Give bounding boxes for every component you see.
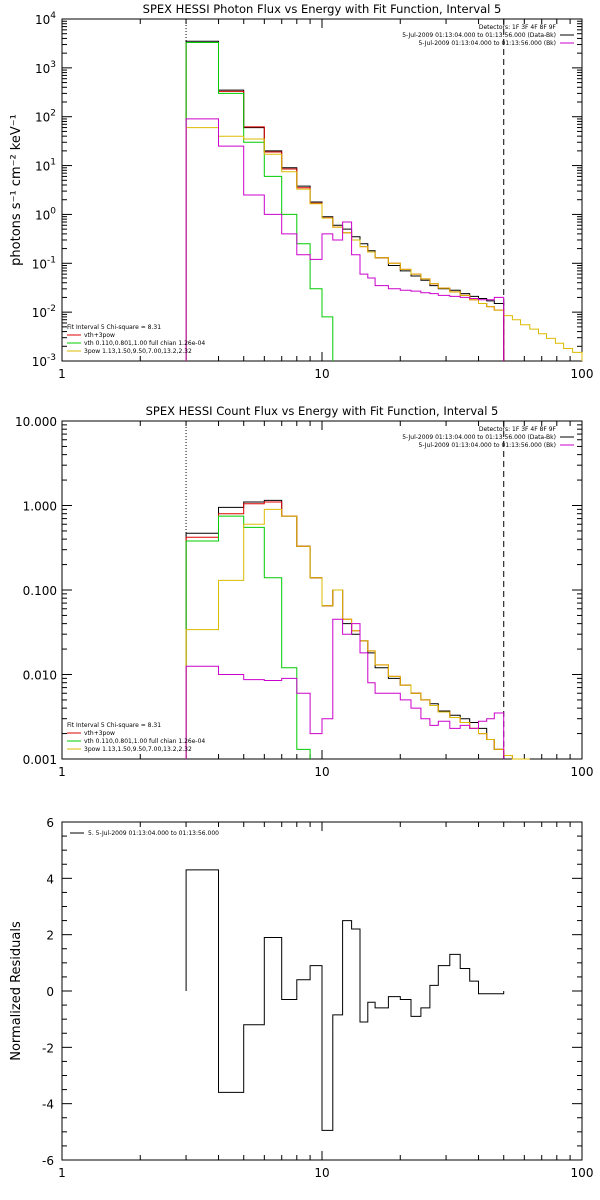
legend-entry: Detectors: 1F 3F 4F 8F 9F bbox=[479, 24, 557, 31]
y-axis-label: photons s⁻¹ cm⁻² keV⁻¹ bbox=[9, 114, 24, 266]
series-3pow bbox=[185, 127, 583, 361]
legend-entry: Fit Interval 5 Chi-square = 8.31 bbox=[67, 722, 161, 729]
y-tick-label: 0.010 bbox=[23, 669, 57, 683]
legend-entry: 3pow 1.13,1.50,9.50,7.00,13.2,2.32 bbox=[84, 746, 192, 753]
plot-panel-1 bbox=[61, 18, 583, 362]
series-vth bbox=[185, 42, 334, 361]
series-bk bbox=[185, 118, 505, 361]
chart-title: SPEX HESSI Photon Flux vs Energy with Fi… bbox=[143, 2, 502, 16]
y-tick-label: 6 bbox=[46, 816, 54, 830]
legend-entry: 5-Jul-2009 01:13:04.000 to 01:13:56.000 … bbox=[418, 40, 556, 47]
legend-entry: vth+3pow bbox=[84, 730, 115, 737]
y-tick-label: 104 bbox=[35, 11, 56, 27]
x-tick-label: 1 bbox=[58, 367, 66, 381]
series-data-bk bbox=[185, 40, 513, 362]
series-5-5-jul-2009-01-13-04-000-to-01-13-56-000 bbox=[185, 869, 505, 1131]
x-tick-label: 10 bbox=[314, 1166, 329, 1180]
x-tick-label: 100 bbox=[571, 765, 594, 779]
legend-entry: 5-Jul-2009 01:13:04.000 to 01:13:56.000 … bbox=[402, 32, 556, 39]
y-tick-label: 10-3 bbox=[32, 353, 56, 369]
y-tick-label: 0 bbox=[46, 985, 54, 999]
x-tick-label: 100 bbox=[571, 1166, 594, 1180]
x-tick-label: 100 bbox=[571, 367, 594, 381]
legend-entry: 5. 5-Jul-2009 01:13:04.000 to 01:13:56.0… bbox=[88, 830, 219, 837]
y-tick-label: 101 bbox=[35, 158, 56, 174]
y-tick-label: 10-2 bbox=[32, 304, 56, 320]
x-tick-label: 10 bbox=[314, 765, 329, 779]
y-tick-label: 0.001 bbox=[23, 753, 57, 767]
legend-entry: Fit Interval 5 Chi-square = 8.31 bbox=[67, 324, 161, 331]
y-tick-label: 4 bbox=[46, 872, 54, 886]
plot-panel-2 bbox=[61, 420, 583, 760]
y-tick-label: 102 bbox=[35, 109, 56, 125]
legend-entry: vth 0.110,0.801,1.00 full chian 1.26e-04 bbox=[84, 738, 205, 745]
x-tick-label: 1 bbox=[58, 765, 66, 779]
x-tick-label: 1 bbox=[58, 1166, 66, 1180]
legend-entry: 5-Jul-2009 01:13:04.000 to 01:13:56.000 … bbox=[402, 434, 556, 441]
y-tick-label: -4 bbox=[42, 1098, 54, 1112]
plot-panel-3 bbox=[61, 821, 583, 1161]
series-3pow bbox=[185, 508, 530, 760]
legend-entry: 5-Jul-2009 01:13:04.000 to 01:13:56.000 … bbox=[418, 442, 556, 449]
y-tick-label: -6 bbox=[42, 1154, 54, 1168]
y-axis-label: Normalized Residuals bbox=[9, 921, 24, 1061]
y-tick-label: 10.000 bbox=[15, 415, 57, 429]
chart-title: SPEX HESSI Count Flux vs Energy with Fit… bbox=[146, 404, 499, 418]
x-tick-label: 10 bbox=[314, 367, 329, 381]
series-bk bbox=[185, 618, 505, 759]
series-vth-3pow bbox=[185, 501, 513, 759]
y-tick-label: 10-1 bbox=[32, 255, 56, 271]
legend-entry: vth+3pow bbox=[84, 332, 115, 339]
y-tick-label: 100 bbox=[35, 206, 56, 222]
legend-entry: vth 0.110,0.801,1.00 full chian 1.26e-04 bbox=[84, 340, 205, 347]
y-tick-label: 103 bbox=[35, 60, 56, 76]
y-tick-label: 0.100 bbox=[23, 584, 57, 598]
legend-entry: Detectors: 1F 3F 4F 8F 9F bbox=[479, 426, 557, 433]
series-data-bk bbox=[185, 499, 505, 759]
legend-entry: 3pow 1.13,1.50,9.50,7.00,13.2,2.32 bbox=[84, 348, 192, 355]
series-vth bbox=[185, 515, 311, 759]
y-tick-label: -2 bbox=[42, 1041, 54, 1055]
y-tick-label: 1.000 bbox=[23, 500, 57, 514]
y-tick-label: 2 bbox=[46, 929, 54, 943]
